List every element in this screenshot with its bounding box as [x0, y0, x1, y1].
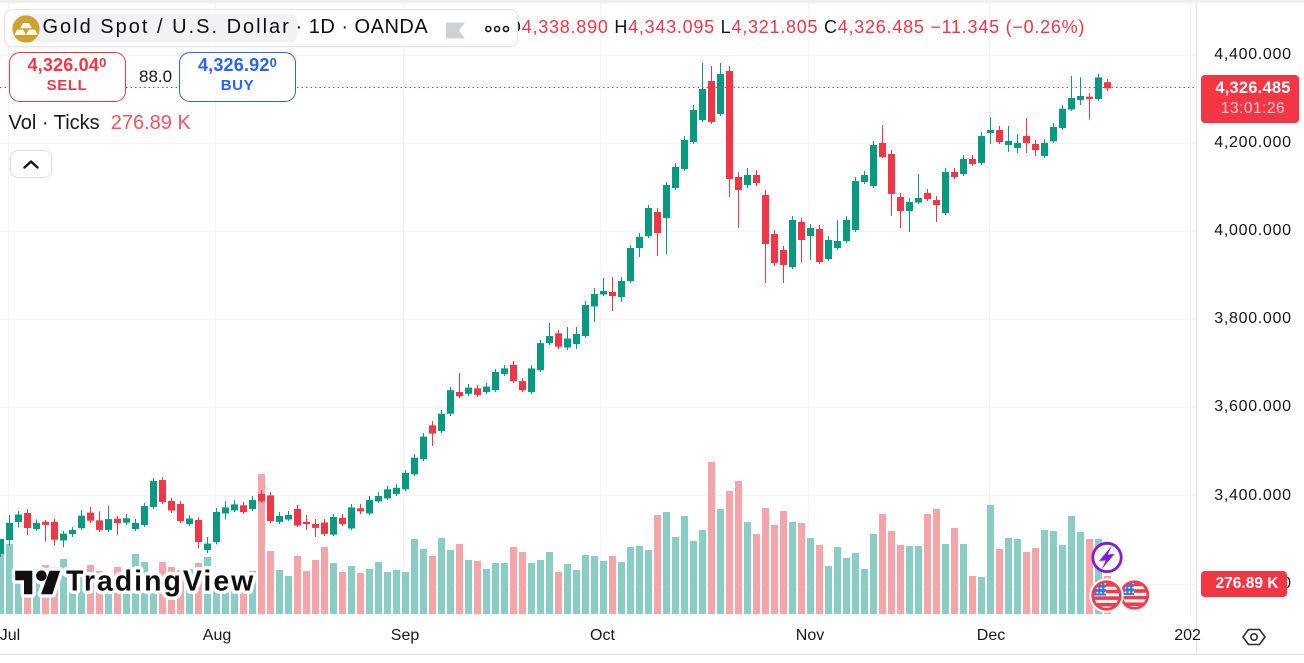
svg-text:TradingView: TradingView: [66, 566, 255, 598]
svg-text:TradingView: TradingView: [66, 566, 255, 598]
